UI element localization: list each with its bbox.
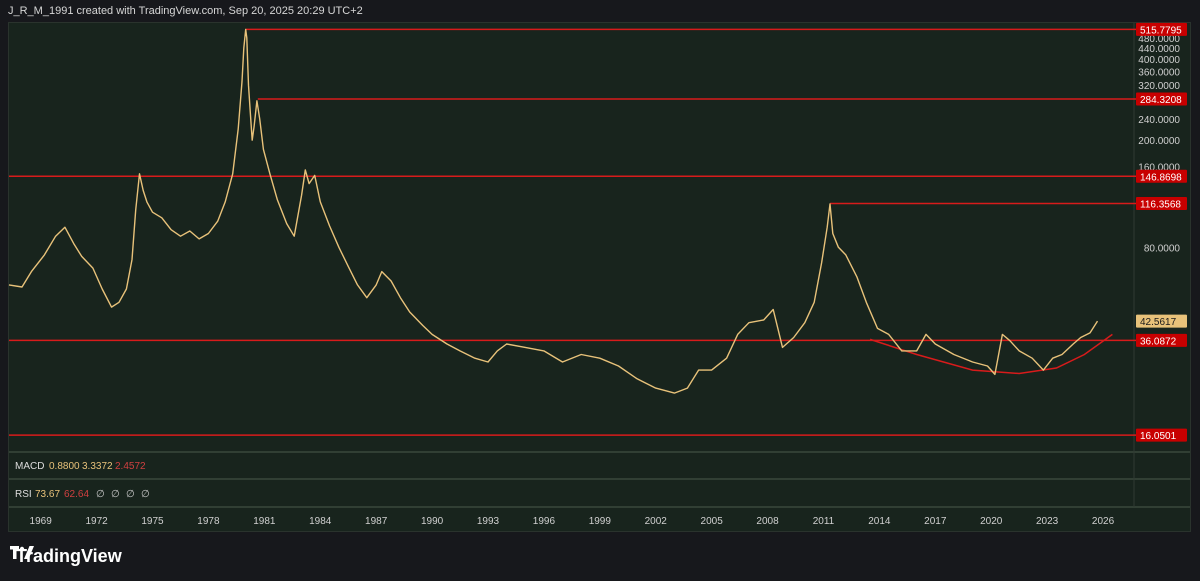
macd-label: MACD (15, 461, 44, 472)
tradingview-logo[interactable]: TradingView (10, 546, 122, 567)
level-label-bg (1136, 92, 1187, 106)
rsi-placeholder: ∅ (141, 489, 150, 500)
rsi-label: RSI (15, 489, 32, 500)
x-tick-label: 2017 (924, 516, 947, 527)
level-label-bg (1136, 428, 1187, 442)
y-tick-label: 360.0000 (1138, 67, 1180, 78)
y-tick-label: 160.0000 (1138, 162, 1180, 173)
y-tick-label: 480.0000 (1138, 34, 1180, 45)
x-tick-label: 1981 (253, 516, 276, 527)
x-tick-label: 2026 (1092, 516, 1115, 527)
price-series-line (8, 28, 1099, 394)
x-tick-label: 2005 (701, 516, 724, 527)
y-tick-label: 200.0000 (1138, 136, 1180, 147)
chart-frame (8, 22, 1191, 532)
y-tick-label: 320.0000 (1138, 81, 1180, 92)
x-tick-label: 1987 (365, 516, 388, 527)
current-price-label-bg (1136, 314, 1187, 328)
rsi-value: 62.64 (64, 489, 89, 500)
x-tick-label: 2014 (868, 516, 891, 527)
x-tick-label: 2002 (645, 516, 668, 527)
y-tick-label: 80.0000 (1144, 243, 1181, 254)
rsi-placeholder: ∅ (96, 489, 105, 500)
level-label-bg (1136, 333, 1187, 347)
level-label: 515.7795 (1140, 25, 1182, 36)
x-tick-label: 1972 (85, 516, 108, 527)
x-tick-label: 1993 (477, 516, 500, 527)
level-label-bg (1136, 197, 1187, 211)
macd-value: 2.4572 (115, 461, 146, 472)
x-tick-label: 1999 (589, 516, 612, 527)
y-tick-label: 440.0000 (1138, 44, 1180, 55)
x-tick-label: 1996 (533, 516, 556, 527)
x-tick-label: 1990 (421, 516, 444, 527)
rsi-placeholder: ∅ (126, 489, 135, 500)
rsi-placeholder: ∅ (111, 489, 120, 500)
level-label: 146.8698 (1140, 172, 1182, 183)
y-tick-label: 240.0000 (1138, 115, 1180, 126)
level-label: 36.0872 (1140, 336, 1177, 347)
current-price-label: 42.5617 (1140, 317, 1177, 328)
level-label: 284.3208 (1140, 95, 1182, 106)
macd-value: 3.3372 (82, 461, 113, 472)
x-tick-label: 1978 (197, 516, 220, 527)
x-tick-label: 2011 (813, 516, 835, 527)
rsi-value: 73.67 (35, 489, 60, 500)
support-curve (869, 333, 1113, 375)
level-label: 116.3568 (1140, 200, 1181, 211)
chart-author-header: J_R_M_1991 created with TradingView.com,… (8, 5, 363, 17)
x-tick-label: 1984 (309, 516, 332, 527)
x-tick-label: 2020 (980, 516, 1003, 527)
x-tick-label: 1969 (30, 516, 53, 527)
macd-value: 0.8800 (49, 461, 80, 472)
y-tick-label: 400.0000 (1138, 55, 1180, 66)
tradingview-logo-text: TradingView (16, 546, 122, 566)
level-label-bg (1136, 169, 1187, 183)
level-label: 16.0501 (1140, 431, 1177, 442)
x-tick-label: 1975 (141, 516, 164, 527)
x-tick-label: 2023 (1036, 516, 1059, 527)
x-tick-label: 2008 (756, 516, 779, 527)
level-label-bg (1136, 22, 1187, 36)
